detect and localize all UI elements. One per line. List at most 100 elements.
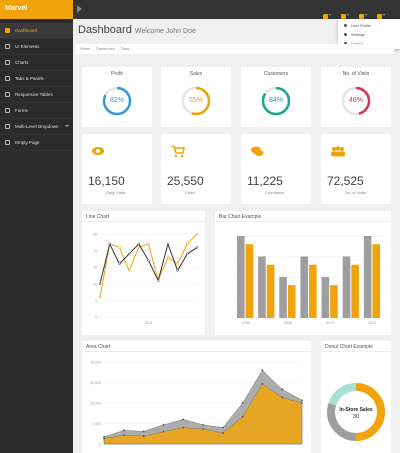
menu-item-user-profile[interactable]: User Profile bbox=[338, 21, 400, 30]
data-point bbox=[241, 415, 244, 418]
summary-card: 16,150 Daily Visits bbox=[82, 134, 152, 204]
sidebar-toggle-icon[interactable] bbox=[77, 5, 82, 13]
data-point bbox=[202, 423, 204, 426]
donut-center-label: In-Store Sales bbox=[339, 407, 373, 413]
y-tick-label: 0 bbox=[95, 316, 97, 320]
y-tick-label: 22,500 bbox=[90, 381, 101, 385]
data-point bbox=[221, 432, 224, 434]
top-navbar bbox=[73, 0, 400, 19]
bell-icon[interactable] bbox=[359, 6, 368, 19]
dashboard-icon bbox=[5, 28, 10, 33]
stat-percent: 82% bbox=[109, 97, 124, 104]
data-point bbox=[166, 255, 170, 259]
menu-item-label: Logout bbox=[351, 42, 363, 46]
bar-chart-title: Bar Chart Example bbox=[215, 211, 391, 222]
menu-item-settings[interactable]: Settings bbox=[338, 30, 400, 39]
data-point bbox=[122, 434, 125, 437]
stat-title: No. of Visits bbox=[342, 71, 370, 77]
sidebar-item-label: Charts bbox=[15, 60, 29, 65]
y-tick-label: 5 bbox=[95, 299, 97, 303]
data-point bbox=[103, 435, 105, 438]
card-value: 72,525 bbox=[327, 174, 364, 188]
sitemap-icon bbox=[5, 124, 10, 129]
sidebar-item-multi-level-dropdown[interactable]: Multi-Level Dropdown bbox=[0, 119, 73, 135]
page-subtitle: Welcome John Doe bbox=[134, 28, 196, 35]
sidebar-item-charts[interactable]: Charts bbox=[0, 55, 73, 71]
card-value: 11,225 bbox=[247, 174, 283, 188]
bar bbox=[330, 285, 338, 318]
data-point bbox=[147, 242, 150, 246]
data-point bbox=[186, 242, 189, 246]
card-value: 25,550 bbox=[167, 174, 204, 188]
bar bbox=[287, 285, 296, 318]
breadcrumb-home[interactable]: Home bbox=[80, 47, 91, 51]
x-tick-label: 2012 bbox=[369, 321, 377, 325]
tasks-icon[interactable] bbox=[341, 6, 350, 19]
bar bbox=[309, 264, 317, 318]
data-point bbox=[127, 252, 131, 256]
bar bbox=[342, 256, 351, 318]
data-point bbox=[118, 246, 121, 249]
sidebar-item-empty-page[interactable]: Empty Page bbox=[0, 135, 73, 151]
gear-icon bbox=[344, 33, 347, 36]
sidebar-item-label: Dashboard bbox=[15, 28, 38, 33]
summary-card: 72,525 No. of Visits bbox=[321, 134, 391, 204]
area-chart: 0 7,500 15,000 22,500 30,000 bbox=[90, 361, 303, 447]
data-point bbox=[182, 418, 185, 421]
stat-panel: Sales 55% bbox=[161, 67, 231, 127]
envelope-icon[interactable] bbox=[323, 6, 332, 19]
sidebar-item-label: Responsive Tables bbox=[15, 92, 53, 97]
chart-icon bbox=[5, 60, 10, 65]
line-chart-panel: Line Chart 0 5 10 15 20 25 2012 bbox=[82, 211, 205, 335]
progress-ring bbox=[181, 86, 211, 116]
stat-panel: Customers 84% bbox=[241, 67, 311, 127]
card-label: Comments bbox=[265, 190, 285, 195]
stat-percent: 84% bbox=[268, 97, 283, 104]
pie-slice bbox=[327, 383, 385, 441]
bar bbox=[258, 256, 266, 318]
y-tick-label: 20 bbox=[93, 249, 97, 253]
sidebar-item-forms[interactable]: Forms bbox=[0, 103, 73, 119]
sidebar-item-dashboard[interactable]: Dashboard bbox=[0, 23, 73, 39]
y-tick-label: 15,000 bbox=[90, 402, 101, 406]
y-tick-label: 10 bbox=[93, 282, 97, 286]
sidebar-item-ui-elements[interactable]: UI Elements bbox=[0, 39, 73, 55]
data-point bbox=[261, 382, 264, 385]
data-point bbox=[103, 437, 105, 440]
breadcrumb-current: Data bbox=[120, 47, 129, 51]
user-icon[interactable] bbox=[377, 6, 386, 19]
data-point bbox=[147, 259, 150, 262]
data-point bbox=[162, 423, 165, 426]
stat-panel: Profit 82% bbox=[82, 67, 152, 127]
progress-ring bbox=[341, 86, 371, 116]
sidebar-item-tabs-panels[interactable]: Tabs & Panels bbox=[0, 71, 73, 87]
y-tick-label: 7,500 bbox=[92, 422, 101, 426]
sidebar-item-label: Multi-Level Dropdown bbox=[15, 124, 59, 129]
sidebar-item-label: Tabs & Panels bbox=[15, 76, 44, 81]
bar bbox=[372, 244, 381, 318]
y-tick-label: 30,000 bbox=[90, 361, 101, 365]
menu-item-logout[interactable]: Logout bbox=[338, 39, 400, 48]
sidebar-item-label: Forms bbox=[15, 108, 28, 113]
y-tick-label: 0 bbox=[99, 443, 101, 447]
sidebar-item-responsive-tables[interactable]: Responsive Tables bbox=[0, 87, 73, 103]
bar bbox=[363, 236, 372, 318]
data-point bbox=[162, 430, 165, 433]
data-point bbox=[195, 246, 199, 249]
card-label: No. of Visits bbox=[345, 190, 367, 195]
breadcrumb-dashboard[interactable]: Dashboard bbox=[96, 47, 115, 51]
progress-ring-fill bbox=[261, 86, 291, 116]
progress-ring-fill bbox=[181, 86, 211, 116]
sidebar: Marvel Dashboard UI Elements Charts Tabs & … bbox=[0, 0, 73, 453]
donut-chart-title: Donut Chart Example bbox=[321, 341, 391, 352]
y-tick-label: 15 bbox=[93, 266, 97, 270]
card-label: Sales bbox=[185, 190, 196, 195]
menu-item-label: User Profile bbox=[351, 23, 371, 28]
data-point bbox=[142, 430, 145, 433]
stat-title: Sales bbox=[189, 71, 203, 77]
progress-ring bbox=[102, 86, 132, 116]
data-point bbox=[142, 435, 145, 437]
bar bbox=[321, 277, 330, 318]
brand-logo[interactable]: Marvel bbox=[0, 0, 73, 19]
